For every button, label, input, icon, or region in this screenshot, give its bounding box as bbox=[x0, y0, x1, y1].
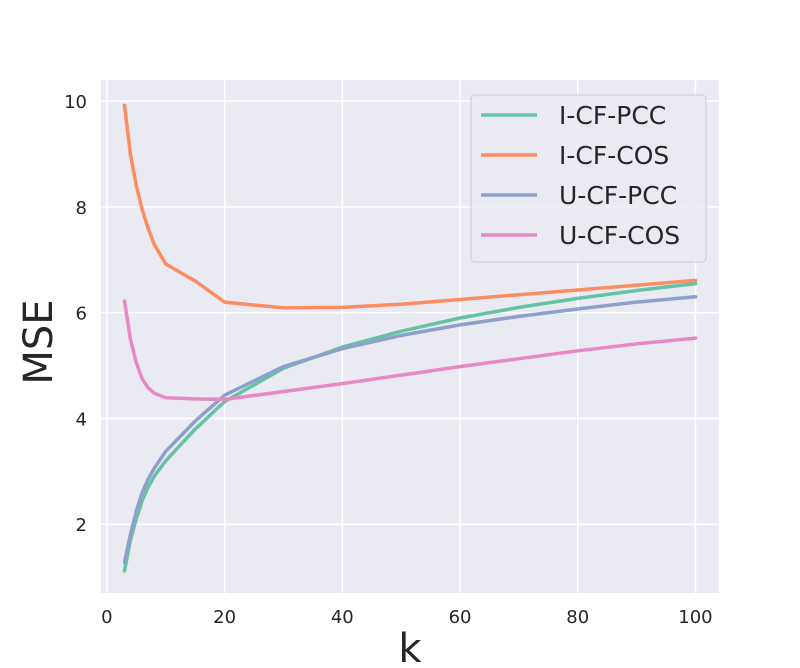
y-tick-label: 2 bbox=[76, 515, 87, 536]
legend: I-CF-PCC I-CF-COS U-CF-PCC U-CF-COS bbox=[470, 94, 707, 263]
series-line-i-cf-cos bbox=[122, 103, 698, 310]
legend-label-u-cf-pcc: U-CF-PCC bbox=[559, 181, 677, 210]
x-tick-label: 20 bbox=[213, 607, 236, 628]
x-tick-label: 40 bbox=[331, 607, 354, 628]
y-tick-label: 10 bbox=[64, 92, 87, 113]
x-tick-label: 60 bbox=[449, 607, 472, 628]
legend-box bbox=[470, 94, 707, 263]
y-tick-labels: 2 4 6 8 10 bbox=[64, 92, 87, 536]
series-line-i-cf-pcc bbox=[122, 281, 698, 573]
y-tick-label: 6 bbox=[76, 304, 87, 325]
y-axis-label: MSE bbox=[16, 299, 62, 384]
series-layer bbox=[122, 103, 698, 573]
legend-label-u-cf-cos: U-CF-COS bbox=[559, 221, 680, 250]
series-line-u-cf-pcc bbox=[122, 295, 698, 565]
y-tick-label: 8 bbox=[76, 198, 87, 219]
x-axis-label: k bbox=[398, 626, 422, 668]
x-tick-labels: 0 20 40 60 80 100 bbox=[101, 607, 712, 628]
y-tick-label: 4 bbox=[76, 409, 87, 430]
x-tick-label: 100 bbox=[678, 607, 712, 628]
x-tick-label: 0 bbox=[101, 607, 112, 628]
legend-label-i-cf-pcc: I-CF-PCC bbox=[559, 101, 666, 130]
series-line-u-cf-cos bbox=[122, 299, 698, 402]
x-tick-label: 80 bbox=[566, 607, 589, 628]
legend-label-i-cf-cos: I-CF-COS bbox=[559, 141, 669, 170]
